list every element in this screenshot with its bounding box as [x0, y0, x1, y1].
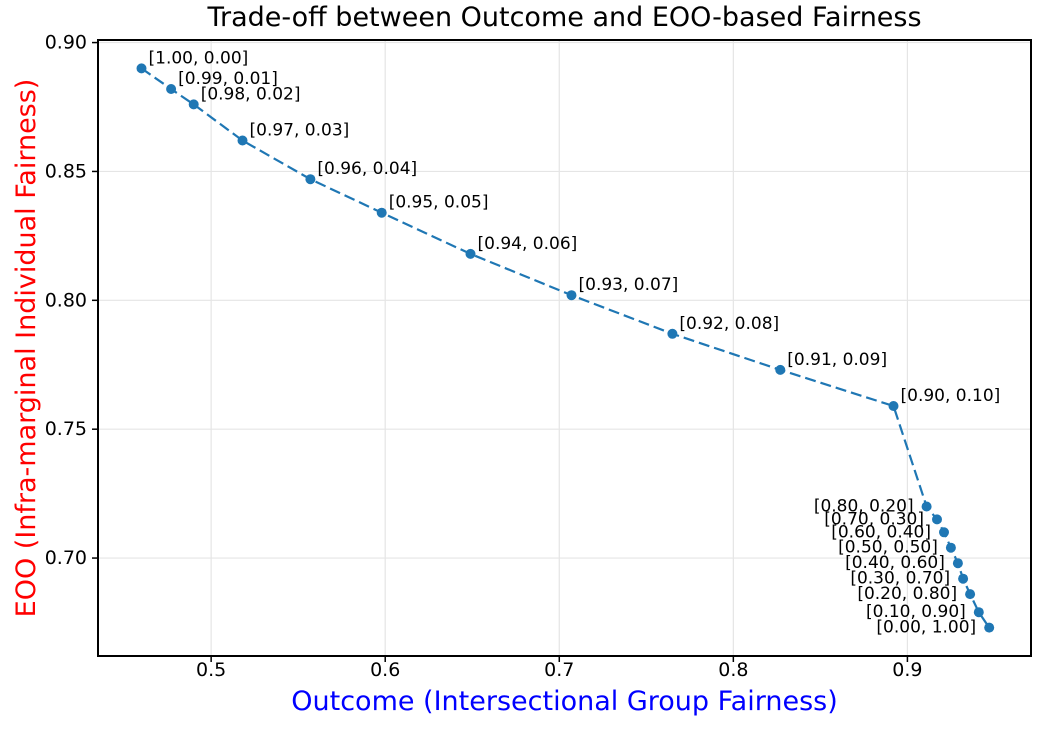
point-weight-label: [0.92, 0.08]: [679, 314, 779, 334]
data-point: [305, 174, 316, 185]
data-point: [237, 135, 248, 146]
point-weight-label: [0.20, 0.80]: [857, 584, 957, 604]
data-point: [775, 364, 786, 375]
x-tick-label: 0.5: [196, 659, 226, 681]
data-point: [888, 401, 899, 411]
point-weight-label: [0.70, 0.30]: [824, 509, 924, 529]
x-tick-label: 0.9: [892, 659, 922, 681]
point-weight-label: [0.10, 0.90]: [866, 602, 966, 622]
point-weight-label: [0.80, 0.20]: [814, 497, 914, 517]
data-point: [188, 99, 199, 110]
point-weight-label: [1.00, 0.00]: [149, 48, 249, 68]
data-point: [136, 63, 147, 74]
point-weight-label: [0.40, 0.60]: [845, 553, 945, 573]
data-point: [465, 248, 476, 259]
y-tick-label: 0.70: [45, 547, 87, 569]
point-weight-label: [0.90, 0.10]: [901, 386, 1001, 406]
point-weight-label: [0.94, 0.06]: [478, 234, 578, 254]
x-tick-label: 0.7: [544, 659, 574, 681]
data-point: [973, 607, 984, 618]
point-weight-label: [0.30, 0.70]: [850, 569, 950, 589]
data-point: [945, 542, 956, 553]
data-point: [667, 328, 678, 339]
data-point: [965, 589, 976, 600]
data-point: [376, 207, 387, 218]
point-weight-label: [0.93, 0.07]: [579, 275, 679, 295]
chart-title: Trade-off between Outcome and EOO-based …: [207, 2, 922, 33]
point-weight-label: [0.50, 0.50]: [838, 538, 938, 558]
data-point: [566, 290, 577, 301]
y-axis-label: EOO (Infra-marginal Individual Fairness): [11, 78, 42, 618]
data-point: [939, 527, 949, 538]
data-point: [932, 514, 942, 525]
point-weight-label: [0.91, 0.09]: [787, 350, 887, 370]
x-tick-label: 0.6: [370, 659, 400, 681]
data-point: [984, 622, 995, 633]
x-tick-label: 0.8: [718, 659, 748, 681]
point-weight-label: [0.97, 0.03]: [250, 121, 350, 141]
point-weight-label: [0.98, 0.02]: [201, 84, 301, 104]
point-weight-label: [0.99, 0.01]: [178, 69, 278, 89]
x-axis-label: Outcome (Intersectional Group Fairness): [291, 686, 838, 717]
data-point: [952, 558, 963, 569]
data-point: [166, 84, 177, 94]
point-weight-label: [0.96, 0.04]: [317, 159, 417, 179]
data-point: [921, 501, 932, 512]
point-weight-label: [0.60, 0.40]: [831, 522, 931, 542]
y-tick-label: 0.75: [45, 418, 87, 440]
point-weight-label: [0.95, 0.05]: [389, 193, 489, 213]
y-tick-label: 0.90: [45, 32, 87, 54]
y-tick-label: 0.80: [45, 289, 87, 311]
data-point: [958, 573, 969, 584]
axes-spines: [97, 39, 1032, 657]
point-weight-label: [0.00, 1.00]: [876, 618, 976, 638]
y-tick-label: 0.85: [45, 160, 87, 182]
